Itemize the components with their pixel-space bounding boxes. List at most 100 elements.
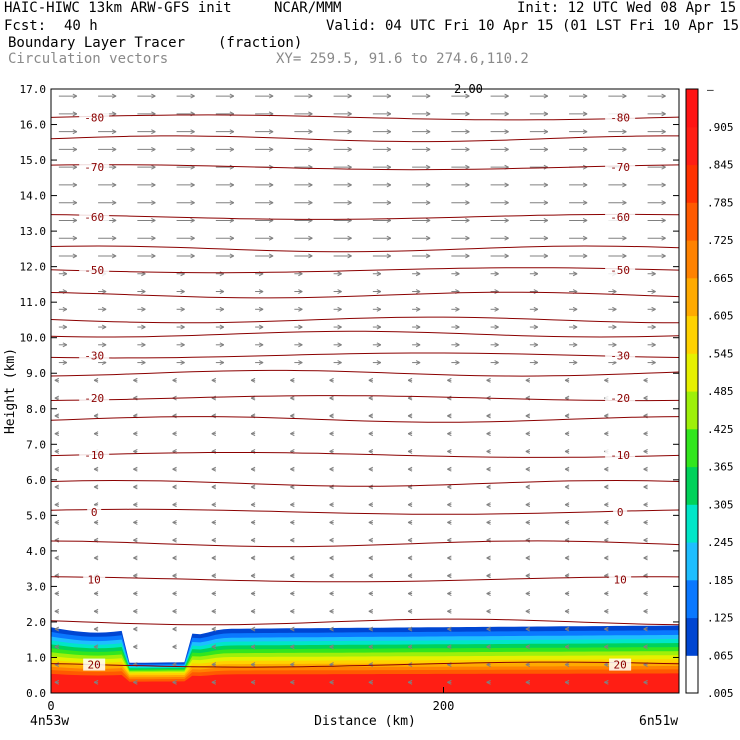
colorbar-label-2: .845 [707, 159, 734, 172]
wind-vector-76 [525, 608, 531, 614]
wind-vector-68 [211, 608, 217, 614]
wind-vector-117 [250, 555, 256, 561]
wind-vector-312 [372, 342, 382, 348]
wind-vector-420 [215, 218, 235, 223]
colorbar-label-12: .245 [707, 536, 734, 549]
wind-vector-264 [368, 395, 374, 401]
wind-vector-112 [54, 555, 60, 561]
wind-vector-89 [407, 591, 413, 596]
wind-vector-254 [604, 413, 609, 419]
wind-vector-419 [176, 218, 195, 223]
wind-vector-3 [172, 679, 177, 685]
wind-vector-491 [490, 146, 509, 152]
wind-vector-387 [176, 253, 195, 259]
wind-vector-21 [250, 662, 256, 668]
wind-vector-193 [93, 466, 99, 472]
wind-vector-217 [407, 448, 413, 454]
contour-line-minor-9 [51, 618, 679, 626]
wind-vector-496 [58, 129, 78, 135]
wind-vector-363 [490, 289, 499, 294]
wind-vector-397 [569, 253, 588, 259]
wind-vector-8 [368, 679, 374, 685]
wind-vector-522 [451, 111, 470, 117]
wind-vector-201 [407, 466, 413, 472]
wind-vector-446 [608, 200, 627, 206]
wind-vector-393 [412, 253, 431, 259]
wind-vector-170 [447, 502, 452, 508]
wind-vector-160 [54, 502, 60, 508]
wind-vector-106 [447, 573, 452, 579]
wind-vector-380 [529, 271, 539, 277]
wind-vector-529 [98, 93, 117, 99]
wind-vector-521 [412, 111, 431, 117]
wind-vector-364 [529, 289, 539, 294]
wind-vector-48 [54, 626, 60, 632]
wind-vector-248 [368, 413, 374, 419]
y-tick-label-5: 5.0 [26, 509, 46, 522]
wind-vector-149 [250, 520, 256, 525]
colorbar-label-11: .305 [707, 498, 734, 511]
colorbar-swatch-15 [686, 89, 698, 128]
contour-line-minor-2 [51, 291, 679, 299]
wind-vector-100 [211, 573, 217, 579]
wind-vector-251 [486, 413, 491, 419]
y-tick-label-10: 10.0 [20, 332, 47, 345]
x-endpoint-right: 6n51w [639, 714, 678, 729]
wind-vector-539 [490, 93, 509, 99]
wind-vector-240 [54, 413, 60, 419]
wind-vector-331 [490, 324, 499, 330]
y-axis-title: Height (km) [3, 348, 18, 434]
wind-vector-195 [172, 466, 177, 472]
wind-vector-246 [290, 413, 295, 419]
plot-frame [50, 88, 680, 694]
wind-vector-462 [608, 182, 627, 188]
wind-vector-171 [486, 502, 491, 508]
wind-vector-256 [54, 395, 60, 401]
x-axis-title: Distance (km) [314, 714, 416, 729]
wind-vector-34 [133, 644, 138, 650]
wind-vector-303 [647, 360, 656, 366]
colorbar-label-1: .905 [707, 121, 734, 134]
forecast-hours: 40 h [64, 18, 98, 34]
wind-vector-354 [137, 289, 146, 294]
valid-time: Valid: 04 UTC Fri 10 Apr 15 (01 LST Fri … [326, 18, 740, 34]
wind-vector-235 [486, 431, 491, 437]
tracer-band-12 [51, 673, 679, 693]
wind-vector-94 [604, 591, 609, 596]
wind-vector-399 [647, 253, 666, 259]
wind-vector-207 [643, 466, 648, 472]
wind-vector-383 [647, 271, 656, 277]
contour-line-minor-4 [51, 330, 679, 338]
wind-vector-44 [525, 644, 531, 650]
wind-vector-200 [368, 466, 374, 472]
contour-label-6-0: -10 [84, 449, 104, 462]
wind-vector-535 [333, 93, 352, 99]
wind-vector-239 [643, 431, 648, 437]
wind-vector-367 [647, 289, 656, 294]
colorbar-swatch-11 [686, 240, 698, 279]
wind-vector-316 [529, 342, 539, 348]
wind-vector-271 [643, 395, 648, 401]
wind-vector-58 [447, 626, 452, 632]
wind-vector-241 [93, 413, 99, 419]
wind-vector-57 [407, 626, 413, 632]
wind-vector-390 [294, 253, 313, 259]
wind-vector-512 [58, 111, 78, 117]
wind-vector-464 [58, 164, 78, 170]
wind-vector-342 [294, 306, 303, 312]
wind-vector-466 [137, 164, 156, 170]
wind-vector-511 [647, 129, 666, 135]
wind-vector-361 [412, 289, 421, 294]
wind-vector-300 [529, 360, 539, 366]
field-units: (fraction) [218, 35, 303, 51]
wind-vector-101 [250, 573, 256, 579]
wind-vector-138 [447, 537, 452, 543]
wind-vector-542 [608, 93, 627, 99]
y-tick-label-14: 14.0 [20, 190, 47, 203]
wind-vector-113 [93, 555, 99, 561]
wind-vector-192 [54, 466, 60, 472]
contour-label-2-0: -60 [84, 211, 104, 224]
wind-vector-54 [290, 626, 295, 632]
wind-vector-413 [569, 235, 588, 241]
contour-label-5-0: -20 [84, 392, 104, 405]
